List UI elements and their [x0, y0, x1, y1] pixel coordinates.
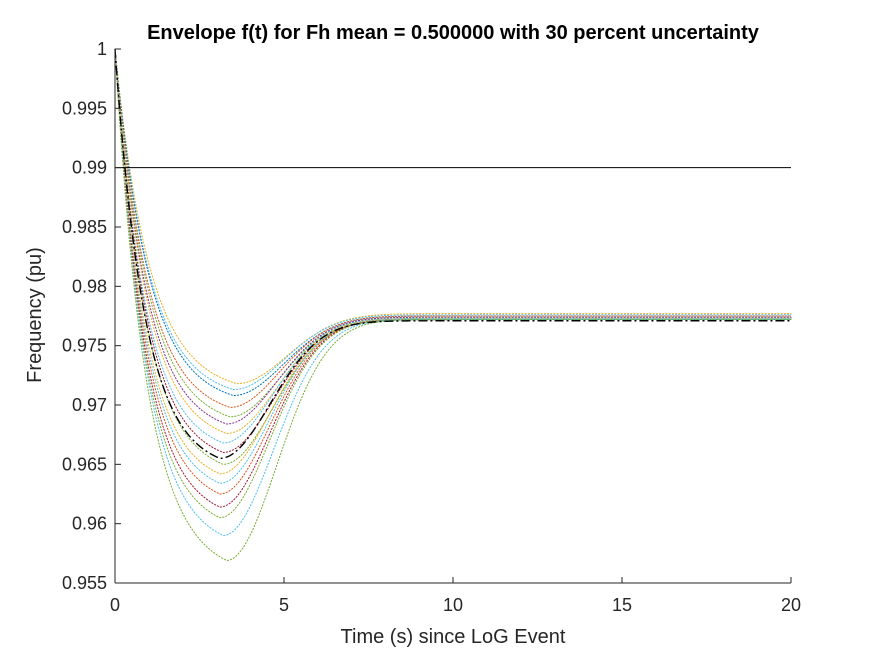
- x-tick-label: 15: [612, 595, 632, 615]
- series-line-s2: [114, 48, 792, 391]
- y-tick-label: 0.98: [72, 276, 107, 296]
- axes-layer: 0 5 10 15 20 0.955 0.96 0.965 0.97 0.975 0.98 0.985…: [62, 39, 801, 615]
- x-axis-title: Time (s) since LoG Event: [341, 626, 566, 648]
- mean-series-line: [114, 48, 791, 460]
- y-tick-label: 0.96: [72, 514, 107, 534]
- x-tick-label: 5: [279, 595, 289, 615]
- y-tick-label: 0.99: [72, 158, 107, 178]
- series-line-s4: [114, 48, 792, 408]
- y-tick-label: 0.985: [62, 217, 107, 237]
- y-axis-title: Frequency (pu): [24, 247, 46, 383]
- y-tick-label: 0.995: [62, 98, 107, 118]
- series-line-s8: [114, 48, 792, 444]
- series-line-s16: [114, 48, 792, 537]
- x-tick-label: 20: [781, 595, 801, 615]
- y-tick-label: 1: [97, 39, 107, 59]
- x-tick-label: 10: [443, 595, 463, 615]
- y-tick-label: 0.97: [72, 395, 107, 415]
- y-tick-label: 0.965: [62, 454, 107, 474]
- series-line-s17: [114, 48, 792, 561]
- chart-title: Envelope f(t) for Fh mean = 0.500000 wit…: [147, 22, 760, 44]
- x-tick-label: 0: [110, 595, 120, 615]
- series-line-s6: [114, 48, 792, 425]
- y-tick-label: 0.975: [62, 336, 107, 356]
- series-line-s1: [114, 48, 792, 385]
- y-tick-label: 0.955: [62, 573, 107, 593]
- series-layer: [114, 48, 792, 561]
